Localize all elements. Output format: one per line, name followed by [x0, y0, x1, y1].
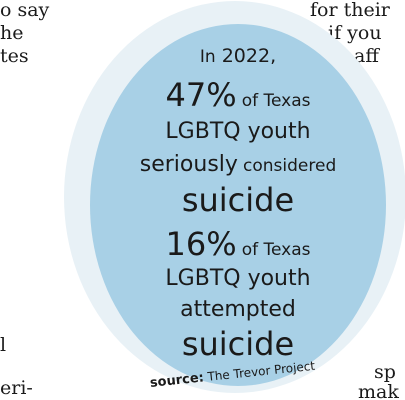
stat1-group: LGBTQ youth	[165, 119, 311, 144]
stat1-value-line: 47% of Texas	[90, 76, 386, 114]
year-line: In 2022,	[90, 44, 386, 69]
stat2-group-line: LGBTQ youth	[90, 265, 386, 292]
article-fragment-right-2: if you	[328, 22, 382, 44]
stat1-topic-line: suicide	[90, 181, 386, 219]
stat1-group-line: LGBTQ youth	[90, 118, 386, 145]
stat1-of-texas: of Texas	[241, 91, 311, 111]
stat1-topic: suicide	[181, 181, 295, 219]
article-fragment-right-5: mak	[358, 381, 399, 400]
stat2-percent: 16%	[165, 225, 237, 263]
infographic-circle	[90, 24, 386, 386]
stat1-adverb: seriously	[139, 152, 238, 177]
stat2-verb: attempted	[180, 297, 296, 322]
article-fragment-left-4: l	[0, 334, 7, 356]
stat2-verb-line: attempted	[90, 296, 386, 323]
year-value: 2022,	[221, 45, 277, 67]
stat1-verb: considered	[243, 156, 337, 176]
stat1-percent: 47%	[165, 76, 237, 114]
stat2-topic: suicide	[181, 325, 295, 363]
article-fragment-left-5: eri-	[0, 377, 33, 399]
article-fragment-left-1: o say	[0, 0, 50, 21]
year-prefix: In	[199, 47, 216, 67]
article-fragment-right-4: sp	[374, 361, 396, 383]
stat2-value-line: 16% of Texas	[90, 225, 386, 263]
article-fragment-right-1: for their	[310, 0, 390, 21]
article-fragment-right-3: aff	[354, 45, 379, 67]
article-fragment-left-2: he	[0, 22, 24, 44]
stat1-verb-line: seriously considered	[90, 151, 386, 178]
article-fragment-left-3: tes	[0, 45, 29, 67]
stat2-topic-line: suicide	[90, 325, 386, 363]
stat2-group: LGBTQ youth	[165, 266, 311, 291]
stat2-of-texas: of Texas	[241, 240, 311, 260]
